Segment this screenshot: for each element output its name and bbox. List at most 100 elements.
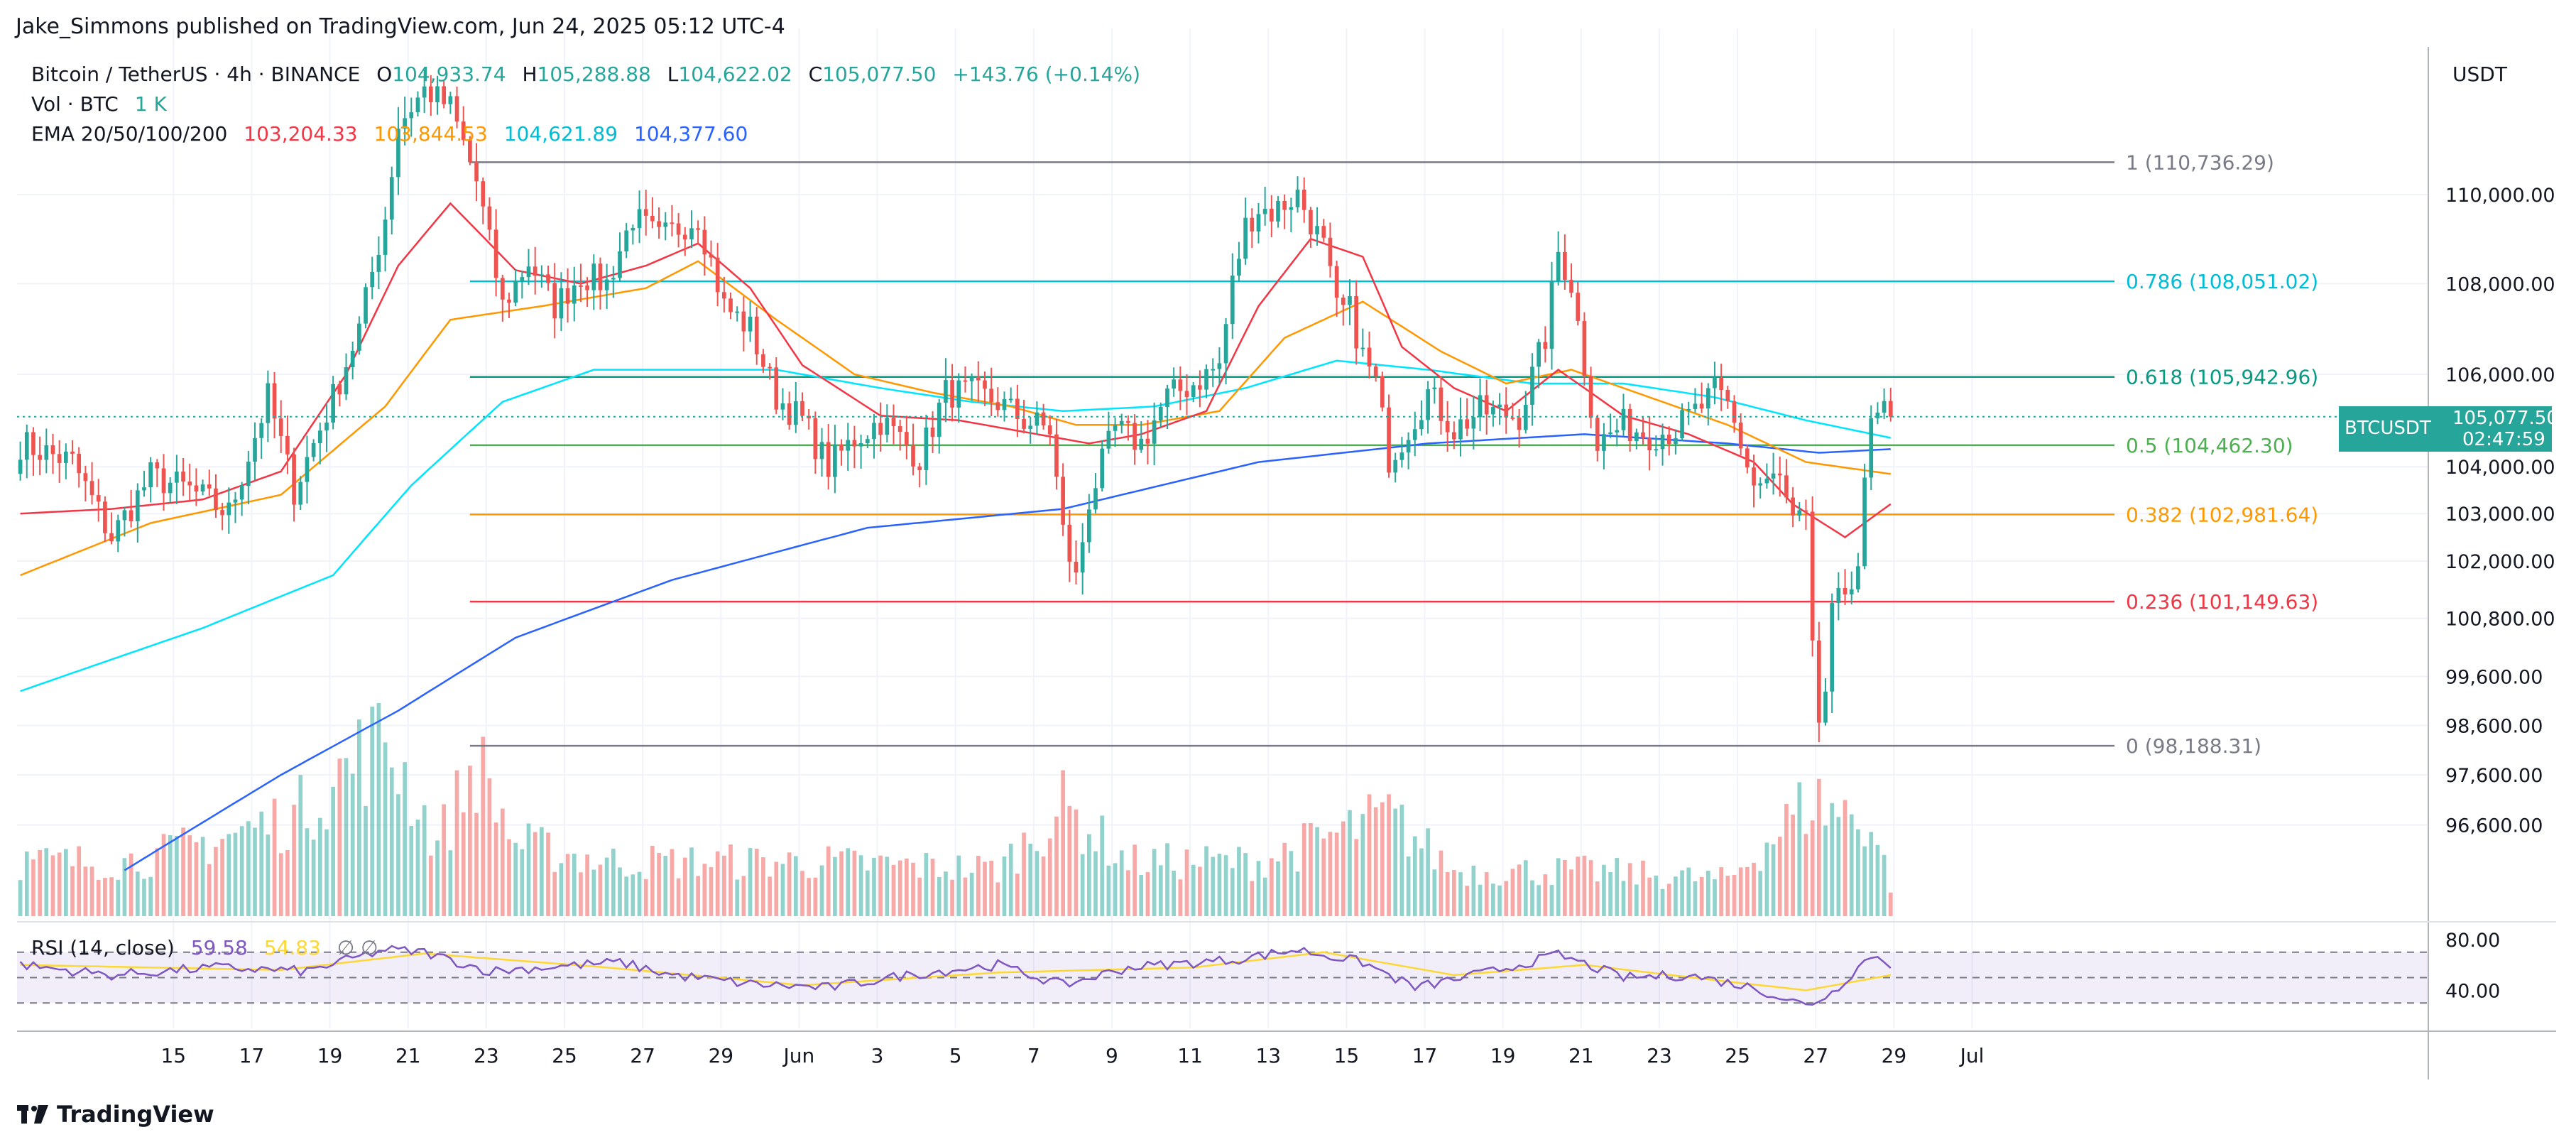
candle-body (637, 209, 642, 228)
candle (1341, 294, 1346, 326)
candle (1771, 452, 1776, 495)
volume-bar (807, 878, 812, 916)
candle-body (1882, 401, 1887, 413)
volume-bar (1439, 850, 1443, 916)
x-tick-label: 17 (239, 1044, 265, 1067)
volume-bar (956, 855, 961, 916)
candle-body (1426, 389, 1430, 420)
candle (1321, 219, 1326, 242)
fib-level-label: 1 (110,736.29) (2126, 151, 2274, 174)
ema-legend[interactable]: EMA 20/50/100/200 103,204.33 103,844.53 … (31, 122, 758, 146)
candle (905, 415, 909, 459)
axis-unit-label[interactable]: USDT (2452, 62, 2507, 86)
volume-bar (937, 876, 942, 916)
volume-bar (1602, 864, 1606, 916)
volume-bar (1158, 865, 1163, 916)
tradingview-logo[interactable]: TradingView (17, 1101, 214, 1128)
candle-body (1237, 259, 1241, 276)
volume-bar (63, 849, 68, 916)
x-tick-label: 7 (1027, 1044, 1040, 1067)
candle-body (487, 206, 492, 230)
candle-body (1432, 387, 1437, 390)
candle-body (1354, 296, 1359, 349)
volume-bar (800, 871, 804, 916)
candle-body (331, 384, 335, 423)
candlesticks[interactable] (17, 69, 2428, 743)
rsi-legend[interactable]: RSI (14, close) 59.58 54.83 ∅ ∅ (31, 936, 388, 959)
candle (175, 455, 179, 504)
volume-bar (396, 794, 400, 916)
candle (1002, 391, 1007, 422)
candle-body (1054, 434, 1059, 477)
candle-body (1093, 488, 1098, 510)
candle (200, 479, 205, 496)
candle-body (200, 484, 205, 492)
candle (1602, 423, 1606, 469)
candle (285, 415, 290, 474)
volume-bar (1393, 808, 1398, 916)
candle (1654, 435, 1659, 457)
rsi-pane[interactable] (17, 945, 2428, 1006)
candle (1100, 440, 1105, 492)
volume-bar (1041, 856, 1046, 916)
candle-body (754, 316, 759, 354)
candle-body (370, 271, 375, 288)
candle (689, 210, 694, 249)
volume-bar (865, 870, 870, 916)
y-tick-label: 103,000.00 (2445, 504, 2555, 526)
x-tick-label: 17 (1412, 1044, 1438, 1067)
volume-bar (1732, 874, 1737, 916)
candle-body (403, 118, 407, 129)
volume-bar (285, 850, 290, 916)
candle-body (624, 230, 629, 251)
volume-bar (670, 849, 675, 916)
candle-body (1810, 511, 1815, 641)
candle-body (833, 444, 837, 477)
candle-body (396, 129, 400, 178)
volume-bar (1869, 832, 1874, 916)
candle (1387, 394, 1391, 478)
candle-body (474, 162, 479, 182)
candle (18, 441, 23, 481)
candle-body (1504, 404, 1509, 418)
volume-bar (1282, 842, 1287, 916)
volume-bar (96, 879, 101, 916)
candle (1113, 418, 1118, 447)
volume-bar (376, 703, 381, 916)
rsi-hidden-icon[interactable]: ∅ ∅ (337, 936, 378, 959)
candle-body (1406, 440, 1411, 453)
symbol-legend[interactable]: Bitcoin / TetherUS · 4h · BINANCE O104,9… (31, 62, 1160, 86)
candle (1380, 371, 1385, 412)
candle (428, 75, 433, 116)
volume-bar (1582, 855, 1587, 916)
candle (1406, 432, 1411, 469)
volume-bar (1615, 858, 1620, 916)
candle-body (272, 383, 277, 419)
candle (715, 243, 720, 307)
candle (181, 457, 185, 496)
candle-body (344, 367, 349, 395)
volume-bar (741, 876, 746, 916)
candle (1666, 426, 1671, 456)
candle-body (631, 227, 635, 231)
symbol-title[interactable]: Bitcoin / TetherUS · 4h · BINANCE (31, 62, 361, 86)
volume-legend[interactable]: Vol · BTC 1 K (31, 92, 177, 116)
candle (1282, 194, 1287, 229)
volume-bar (70, 866, 75, 916)
fib-retracement[interactable]: 1 (110,736.29) 0.786 (108,051.02) 0.618 (1… (469, 151, 2318, 758)
volume-bar (50, 855, 55, 916)
volume-bar (1243, 853, 1248, 916)
candle-body (246, 462, 251, 486)
volume-bar (1295, 871, 1300, 916)
candle-body (409, 112, 414, 119)
candle-body (1752, 467, 1756, 486)
candle-body (1582, 320, 1587, 376)
candle (1484, 379, 1489, 435)
volume-bar (1823, 825, 1828, 916)
candle-body (676, 223, 681, 235)
volume-bar (1458, 872, 1463, 916)
candle (409, 97, 414, 137)
volume-bar (194, 842, 199, 916)
volume-bar (364, 805, 368, 916)
